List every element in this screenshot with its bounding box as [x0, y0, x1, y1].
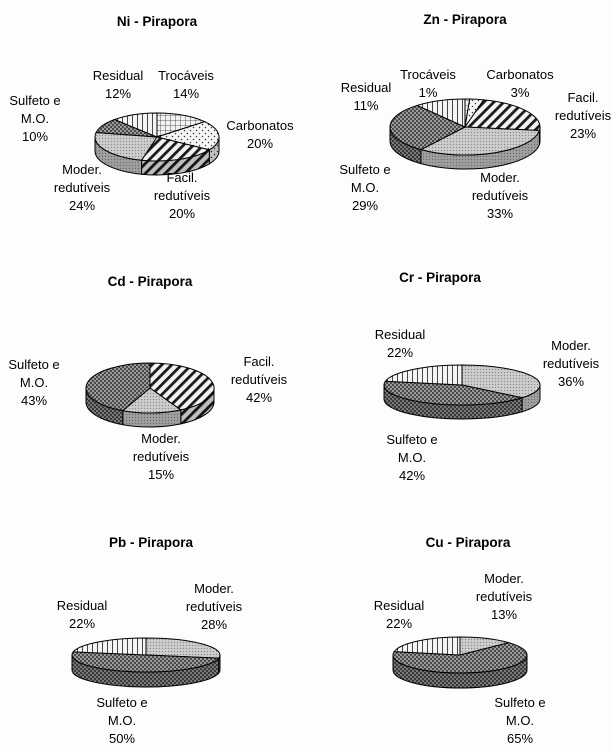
- pie-slice: [464, 99, 541, 132]
- slice-label: Sulfeto e M.O. 10%: [9, 93, 60, 144]
- pie-slice: [415, 98, 466, 128]
- pie-slice-shade: [420, 130, 540, 170]
- pie-slice-shade: [390, 127, 421, 164]
- slice-label: Moder. redutíveis 28%: [186, 581, 243, 632]
- pie-slice: [113, 112, 158, 138]
- cd-pie-chart: Cd - Pirapora Facil. redutíveis 42% Moder. r…: [8, 274, 287, 482]
- pie-slice: [419, 126, 541, 156]
- slice-label: Facil. redutíveis 42%: [231, 354, 288, 405]
- slice-label: Sulfeto e M.O. 42%: [386, 432, 437, 483]
- slice-label: Moder. redutíveis 13%: [476, 571, 533, 622]
- slice-label: Facil. redutíveis 23%: [555, 90, 611, 141]
- slice-label: Residual 11%: [341, 80, 392, 113]
- slice-label: Trocáveis 1%: [400, 67, 456, 100]
- pie-slice: [392, 642, 528, 674]
- slice-label: Facil. redutíveis 20%: [154, 170, 211, 221]
- pie-slice: [121, 387, 183, 414]
- cu-pie-chart: Cu - Pirapora Moder. redutíveis 13% Sulfeto…: [374, 535, 546, 746]
- pie-slice: [145, 637, 221, 659]
- chart-title: Zn - Pirapora: [423, 12, 507, 27]
- slice-label: Moder. redutíveis 33%: [472, 170, 529, 221]
- slice-label: Moder. redutíveis 15%: [133, 431, 190, 482]
- slice-label: Trocáveis 14%: [158, 68, 214, 101]
- slice-label: Carbonatos 20%: [226, 118, 294, 151]
- pie-slice-shade: [86, 388, 123, 425]
- slice-label: Residual 22%: [374, 598, 425, 631]
- zn-pie-chart: Zn - Pirapora Trocáveis 1% Carbonatos 3% Fac…: [339, 12, 611, 221]
- pie-slice: [389, 104, 467, 151]
- pie-slice: [140, 136, 211, 162]
- chart-title: Cr - Pirapora: [399, 270, 481, 285]
- pie-slice: [72, 637, 147, 656]
- chart-title: Cd - Pirapora: [108, 274, 193, 289]
- chart-title: Cu - Pirapora: [426, 535, 511, 550]
- slice-label: Sulfeto e M.O. 65%: [494, 695, 545, 746]
- pie-slice: [393, 636, 461, 656]
- pie-slice-shade: [141, 149, 210, 175]
- pb-pie-chart: Pb - Pirapora Moder. redutíveis 28% Sulfeto…: [57, 535, 243, 746]
- pie-slice: [71, 651, 220, 673]
- cr-pie-chart: Cr - Pirapora Moder. redutíveis 36% Sulfeto…: [375, 270, 600, 483]
- pie-slice: [156, 112, 207, 138]
- pie-slice-shade: [383, 385, 523, 419]
- pie-slice: [383, 380, 525, 406]
- slice-label: Sulfeto e M.O. 50%: [96, 695, 147, 746]
- slice-label: Moder. redutíveis 36%: [543, 338, 600, 389]
- pie-slice-shade: [72, 655, 219, 688]
- slice-label: Carbonatos 3%: [486, 67, 554, 100]
- pie-slice: [149, 362, 215, 411]
- slice-label: Sulfeto e M.O. 43%: [8, 357, 59, 408]
- slice-label: Residual 22%: [375, 327, 426, 360]
- pie-slice-shade: [122, 409, 181, 427]
- pie-slice-shade: [393, 655, 527, 688]
- slice-label: Residual 22%: [57, 598, 108, 631]
- pie-slice: [94, 131, 158, 161]
- pie-slice: [155, 121, 220, 151]
- pie-slice: [85, 362, 151, 412]
- slice-label: Sulfeto e M.O. 29%: [339, 162, 390, 213]
- pie-slice: [384, 364, 463, 386]
- pie-slice: [461, 364, 541, 399]
- pie-slice-shade: [180, 388, 214, 424]
- slice-label: Residual 12%: [93, 68, 144, 101]
- slice-label: Moder. redutíveis 24%: [54, 162, 111, 213]
- ni-pie-chart: Ni - Pirapora Trocáveis 14% Carbonatos 20% F…: [9, 14, 294, 221]
- chart-title: Ni - Pirapora: [117, 14, 198, 29]
- pie-slice-shade: [95, 137, 142, 175]
- chart-title: Pb - Pirapora: [109, 535, 194, 550]
